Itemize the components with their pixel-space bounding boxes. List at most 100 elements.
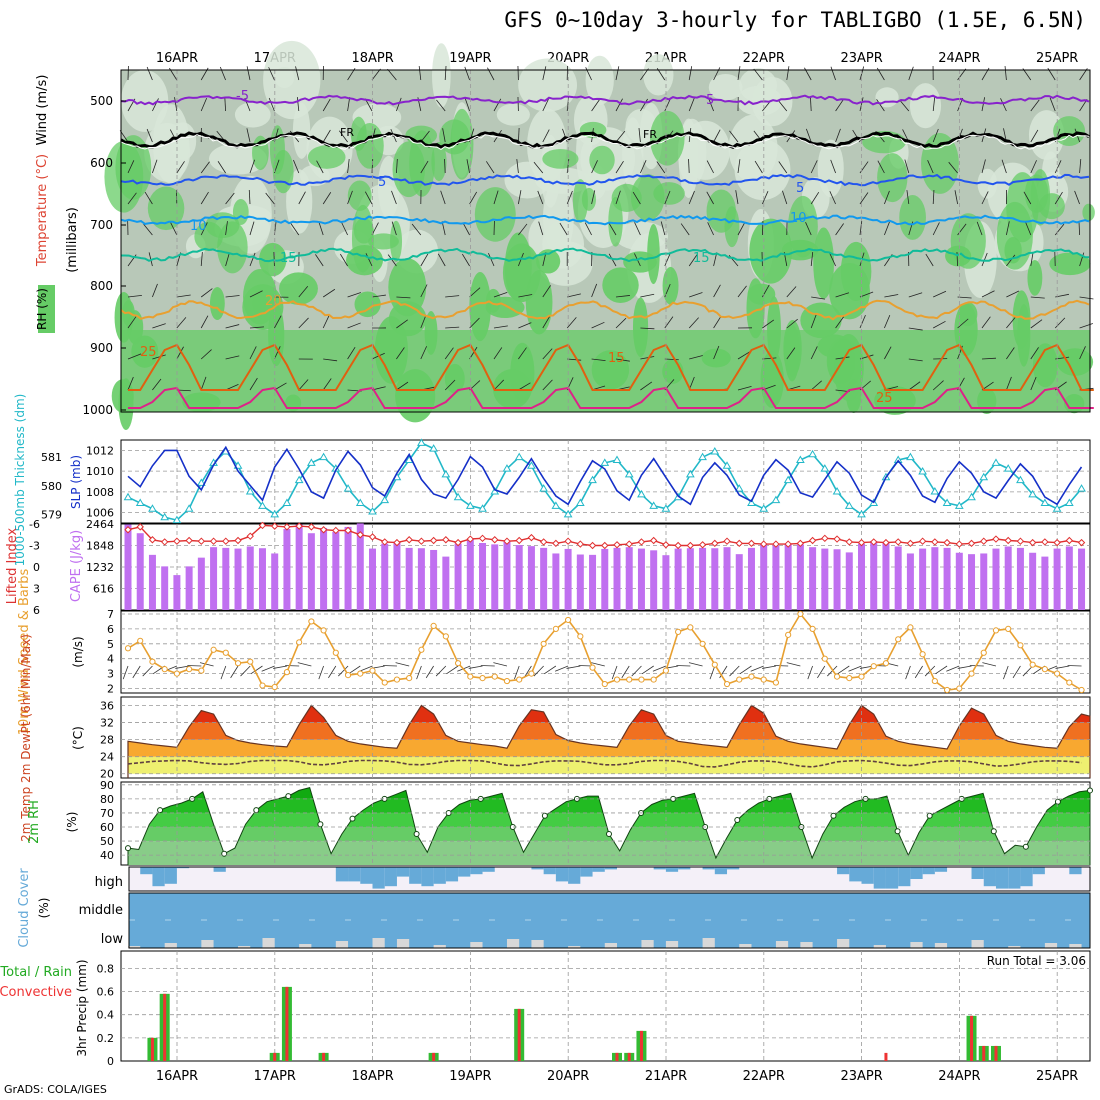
grid-lines	[176, 70, 1058, 412]
cloud-high-bar	[1020, 867, 1033, 887]
lifted-index-tick: -6	[29, 518, 40, 531]
wind-speed-line-point	[1029, 661, 1036, 668]
thickness-line-point	[588, 475, 597, 484]
cape-bar	[589, 554, 597, 610]
cloud-high-bar	[543, 867, 556, 875]
cloud-low-bar	[1044, 943, 1058, 948]
thickness-line-point	[612, 455, 622, 464]
thickness-line-point	[808, 449, 817, 458]
date-label-top: 19APR	[449, 51, 491, 66]
rh2m-point	[413, 831, 420, 838]
thickness-line-point	[1016, 475, 1025, 484]
thickness-line-point	[844, 501, 854, 509]
cape-bar	[540, 547, 548, 610]
thickness-line-point	[930, 487, 940, 495]
thickness-tick: 580	[41, 480, 62, 493]
rh2m-tick: 60	[100, 821, 114, 834]
precip-tick: 0.6	[97, 986, 115, 999]
lifted-index-point	[478, 534, 487, 543]
rh2m-point	[1022, 843, 1029, 850]
cape-bar	[992, 548, 1000, 610]
lifted-index-point	[1004, 536, 1012, 545]
cape-bar	[283, 529, 291, 610]
cape-bar	[845, 552, 853, 610]
cloud-low-bar	[238, 946, 251, 948]
rh2m-point	[541, 812, 548, 819]
wind-speed-line-point	[736, 676, 743, 683]
lifted-index-point	[967, 539, 976, 548]
thickness-line-point	[637, 489, 646, 498]
precip-frame	[120, 950, 1091, 1062]
thickness-line-point	[135, 498, 145, 506]
lifted-index-point	[295, 522, 303, 530]
thickness-line-point	[282, 498, 292, 506]
pressure-tick: 800	[90, 279, 113, 293]
cloud-low-bar	[262, 938, 275, 948]
temp-tick: 36	[100, 700, 114, 713]
cloud-high-bar	[164, 867, 177, 884]
wind-tick: 2	[107, 683, 114, 696]
rh2m-point	[734, 816, 741, 823]
lifted-index-point	[637, 538, 646, 546]
lifted-index-point	[454, 538, 462, 547]
wind-speed-line-point	[344, 672, 352, 679]
thickness-line-point	[294, 475, 304, 484]
date-label-top: 16APR	[156, 51, 198, 66]
cloud-high-bar	[1032, 867, 1045, 875]
thickness-line-point	[661, 504, 671, 512]
temp-unit-label: (°C)	[71, 726, 85, 750]
lifted-index-point	[759, 540, 768, 548]
wind-speed-line-point	[711, 661, 718, 668]
wind-speed-line-point	[198, 667, 205, 674]
wind-axis-label: 10m Wind Speed & Barbs	[17, 569, 32, 736]
cloud-low-bar	[568, 946, 581, 948]
lifted-index-point	[931, 538, 939, 546]
rh-legend-swatch	[38, 285, 55, 333]
thickness-line-point	[967, 492, 976, 501]
lifted-index-point	[772, 540, 780, 548]
cloud-low-bar	[372, 938, 385, 948]
cloud-high-bar	[837, 867, 850, 875]
rh2m-point	[926, 812, 933, 819]
cape-bar	[222, 547, 230, 610]
slp-frame	[120, 439, 1091, 524]
cape-bar	[393, 541, 401, 610]
thickness-line-point	[832, 487, 842, 495]
grid-lines	[121, 951, 1090, 1061]
cape-bar	[1053, 548, 1061, 610]
lifted-index-point	[588, 541, 597, 550]
lifted-index-point	[344, 526, 352, 535]
rh2m-point	[1054, 798, 1061, 805]
upper-air-frame	[120, 69, 1091, 413]
pressure-tick: 900	[90, 341, 113, 355]
cloud-low-bar	[934, 943, 948, 948]
rh2m-point	[317, 821, 324, 828]
cape-bar	[747, 547, 755, 610]
isotherm-label: 25	[876, 391, 893, 406]
cloud-high-bar	[922, 867, 935, 875]
lifted-index-point	[674, 541, 682, 550]
lifted-index-point	[234, 536, 242, 545]
lifted-index-point	[515, 536, 523, 545]
cape-bar	[210, 547, 218, 610]
cloud-low-bar	[910, 942, 923, 948]
lifted-index-point	[270, 522, 279, 530]
temp-line	[127, 704, 1091, 778]
rh2m-point	[1087, 787, 1093, 794]
isotherm-label: FR	[643, 128, 657, 141]
cloud-high-bar	[140, 867, 153, 875]
date-label-bottom: 17APR	[254, 1069, 296, 1084]
rh2m-point	[253, 807, 260, 814]
thickness-line-point	[747, 498, 756, 506]
thickness-line-point	[1064, 498, 1074, 506]
isotherm-label: 10	[190, 219, 207, 234]
thickness-line-point	[1028, 489, 1038, 498]
cape-bar	[686, 548, 694, 610]
thickness-line-point	[184, 504, 194, 512]
wind-speed-line-point	[675, 628, 682, 635]
lifted-index-point	[833, 535, 841, 543]
cloud-high-bar	[934, 867, 948, 872]
date-label-bottom: 22APR	[743, 1069, 785, 1084]
cloud-low-bar	[470, 942, 483, 948]
temp-tick: 20	[100, 768, 114, 781]
